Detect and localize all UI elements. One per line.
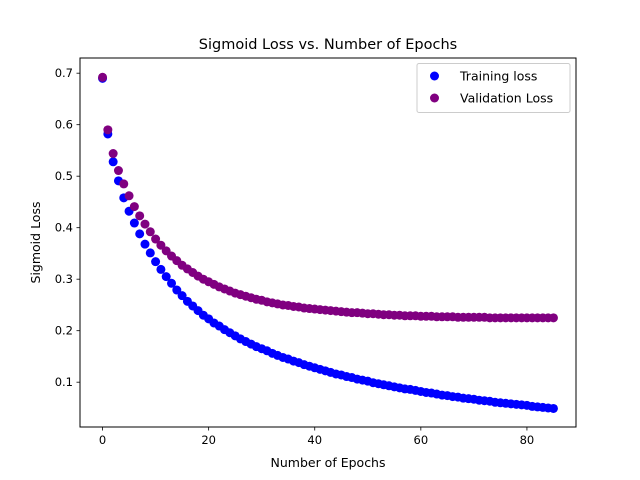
training-loss-point xyxy=(151,257,161,267)
legend: Training loss Validation Loss xyxy=(416,63,571,113)
plot-frame xyxy=(79,57,577,428)
validation-loss-point xyxy=(108,149,118,159)
y-tick-label: 0.6 xyxy=(55,118,73,132)
training-loss-point xyxy=(135,229,145,239)
training-loss-point xyxy=(172,285,182,295)
legend-marker-validation-loss xyxy=(430,93,439,103)
y-tick-label: 0.1 xyxy=(55,375,73,389)
training-loss-point xyxy=(161,272,171,282)
training-loss-point xyxy=(177,291,187,301)
validation-loss-point xyxy=(135,211,145,221)
validation-loss-point xyxy=(103,125,113,135)
validation-loss-point xyxy=(156,240,166,250)
validation-loss-point xyxy=(98,72,108,82)
training-loss-point xyxy=(108,157,118,167)
y-axis-label: Sigmoid Loss xyxy=(28,202,43,284)
x-axis-label: Number of Epochs xyxy=(271,455,386,470)
y-tick-label: 0.7 xyxy=(55,66,73,80)
training-loss-point xyxy=(145,248,155,258)
x-tick-label: 20 xyxy=(201,433,216,447)
validation-loss-point xyxy=(124,191,134,201)
y-tick-label: 0.2 xyxy=(55,324,73,338)
validation-loss-point xyxy=(145,227,155,237)
legend-box xyxy=(416,63,571,113)
legend-marker-training-loss xyxy=(430,71,439,81)
training-loss-point xyxy=(156,264,166,274)
y-axis: 0.1 0.2 0.3 0.4 0.5 0.6 0.7 xyxy=(55,66,80,389)
x-axis: 0 20 40 60 80 xyxy=(99,427,534,447)
y-tick-label: 0.5 xyxy=(55,169,73,183)
validation-loss-point xyxy=(548,313,558,323)
legend-label-training-loss: Training loss xyxy=(459,69,537,84)
x-tick-label: 40 xyxy=(307,433,322,447)
validation-loss-point xyxy=(140,219,150,229)
training-loss-point xyxy=(140,239,150,249)
training-loss-point xyxy=(167,278,177,288)
y-tick-label: 0.4 xyxy=(55,221,73,235)
x-tick-label: 80 xyxy=(520,433,535,447)
x-tick-label: 60 xyxy=(414,433,429,447)
validation-loss-point xyxy=(129,202,139,212)
validation-loss-point xyxy=(119,179,129,189)
validation-loss-point xyxy=(113,166,123,176)
validation-loss-point xyxy=(151,234,161,244)
chart-title: Sigmoid Loss vs. Number of Epochs xyxy=(199,37,457,53)
legend-label-validation-loss: Validation Loss xyxy=(460,91,553,106)
training-loss-point xyxy=(129,218,139,228)
series-training-loss xyxy=(98,73,558,413)
data-points xyxy=(98,72,558,413)
y-tick-label: 0.3 xyxy=(55,272,73,286)
x-tick-label: 0 xyxy=(99,433,106,447)
series-validation-loss xyxy=(98,72,558,323)
training-loss-point xyxy=(548,403,558,413)
